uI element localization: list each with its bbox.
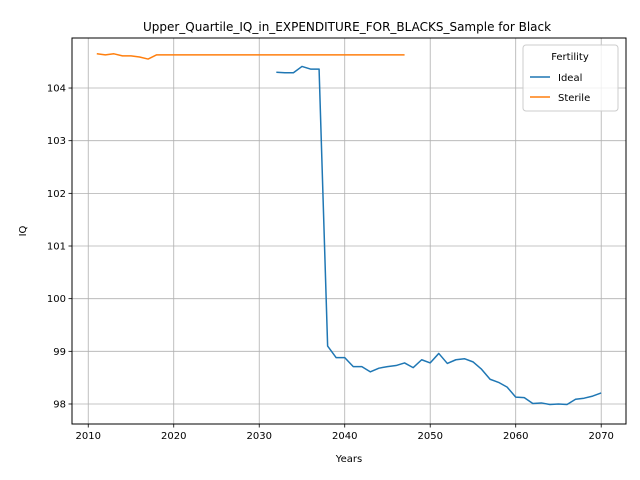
x-tick-label: 2050 (417, 431, 442, 442)
legend: Fertility Ideal Sterile (522, 44, 619, 112)
x-tick-label: 2060 (503, 431, 528, 442)
y-axis: 98 99 100 101 102 103 104 (47, 84, 72, 410)
x-axis-title: Years (335, 454, 362, 465)
plot-frame (71, 37, 627, 425)
chart-title: Upper_Quartile_IQ_in_EXPENDITURE_FOR_BLA… (143, 20, 551, 34)
x-tick-label: 2030 (247, 431, 272, 442)
y-tick-label: 102 (47, 189, 66, 200)
legend-box (522, 44, 619, 112)
legend-label-sterile: Sterile (558, 93, 590, 104)
x-axis: 2010 2020 2030 2040 2050 2060 2070 (76, 424, 614, 442)
y-axis-title: IQ (18, 225, 29, 236)
series-line-ideal (276, 65, 602, 406)
grid-lines (72, 38, 626, 424)
y-tick-label: 101 (47, 242, 66, 253)
series-line-sterile (96, 53, 405, 60)
y-tick-label: 99 (53, 347, 66, 358)
x-tick-label: 2040 (332, 431, 357, 442)
legend-title: Fertility (551, 52, 589, 63)
x-tick-label: 2020 (161, 431, 186, 442)
x-tick-label: 2010 (76, 431, 101, 442)
x-tick-label: 2070 (588, 431, 613, 442)
y-tick-label: 103 (47, 136, 66, 147)
y-tick-label: 104 (47, 84, 66, 95)
y-tick-label: 98 (53, 399, 66, 410)
y-tick-label: 100 (47, 294, 66, 305)
series-lines (96, 53, 602, 406)
legend-label-ideal: Ideal (558, 73, 582, 84)
